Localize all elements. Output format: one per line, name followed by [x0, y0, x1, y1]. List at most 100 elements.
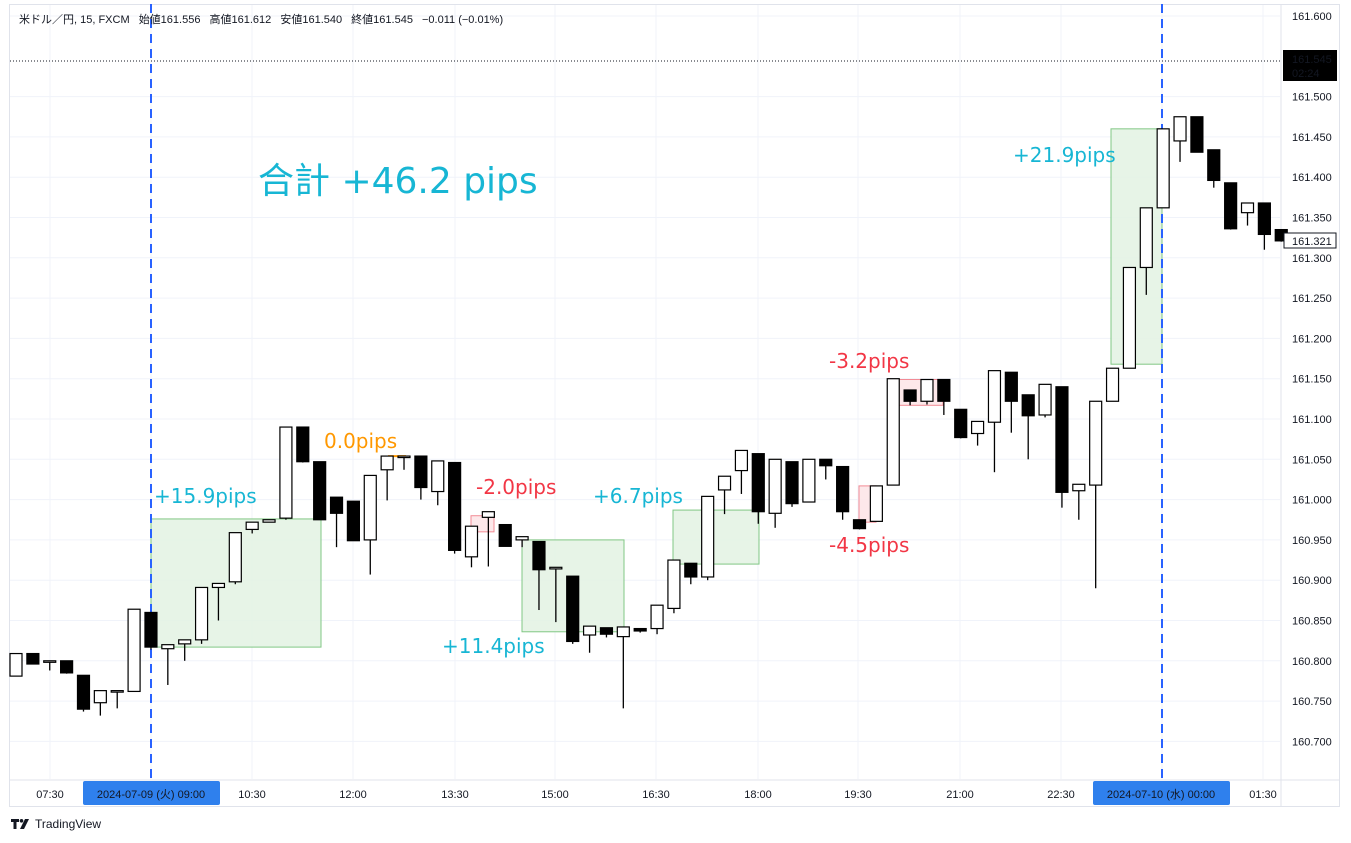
candle-bearish[interactable] — [751, 453, 765, 513]
candle-bearish[interactable] — [498, 523, 512, 547]
candle-bullish[interactable] — [1089, 400, 1103, 486]
price-axis-tick: 160.950 — [1292, 535, 1332, 547]
candle-bullish[interactable] — [802, 458, 816, 503]
candle-bullish[interactable] — [211, 582, 226, 589]
candle-bearish[interactable] — [448, 461, 462, 551]
profit-trade-box[interactable] — [1110, 128, 1163, 365]
candle-bearish[interactable] — [937, 378, 951, 402]
candle-bearish[interactable] — [633, 627, 647, 632]
candle-bullish[interactable] — [1072, 483, 1086, 492]
candle-bullish[interactable] — [245, 521, 259, 531]
trade-pips-label[interactable]: +15.9pips — [154, 484, 257, 508]
candle-bullish[interactable] — [869, 485, 883, 522]
candle-bearish[interactable] — [566, 575, 580, 643]
candle-bullish[interactable] — [970, 420, 985, 435]
candle-bearish[interactable] — [1021, 394, 1035, 417]
profit-trade-box[interactable] — [672, 509, 760, 565]
crosshair-price-label: 161.321 — [1292, 236, 1332, 248]
candle-bullish[interactable] — [717, 475, 732, 491]
trade-pips-label[interactable]: -4.5pips — [829, 533, 909, 557]
trade-pips-label[interactable]: -3.2pips — [829, 349, 909, 373]
chart-frame — [9, 4, 1340, 807]
trade-pips-label[interactable]: +6.7pips — [593, 484, 683, 508]
candle-bullish[interactable] — [464, 525, 479, 558]
candle-bearish[interactable] — [684, 562, 698, 578]
candle-bearish[interactable] — [785, 461, 799, 505]
candle-bullish[interactable] — [650, 604, 664, 630]
candle-bullish[interactable] — [178, 639, 192, 645]
candle-bearish[interactable] — [836, 465, 850, 513]
candle-bullish[interactable] — [110, 690, 124, 693]
candle-bullish[interactable] — [1173, 116, 1187, 142]
time-axis-tick: 22:30 — [1047, 789, 1075, 801]
candle-bullish[interactable] — [380, 455, 394, 471]
candle-bullish[interactable] — [768, 458, 782, 514]
candle-bullish[interactable] — [987, 370, 1002, 423]
candle-bearish[interactable] — [26, 652, 40, 665]
candle-bullish[interactable] — [549, 566, 563, 570]
candle-bullish[interactable] — [734, 449, 749, 472]
candle-bullish[interactable] — [582, 625, 597, 636]
candle-bearish[interactable] — [346, 500, 360, 542]
time-axis-tick: 18:00 — [744, 789, 772, 801]
candle-bullish[interactable] — [515, 536, 529, 541]
trade-pips-label[interactable]: -2.0pips — [476, 475, 556, 499]
candle-bearish[interactable] — [819, 458, 833, 467]
time-highlight-badge — [83, 781, 220, 805]
candle-bearish[interactable] — [76, 674, 91, 710]
candle-bearish[interactable] — [1055, 386, 1069, 493]
time-highlight-label: 2024-07-10 (水) 00:00 — [1107, 788, 1215, 801]
total-pips-annotation[interactable]: 合計 +46.2 pips — [258, 161, 538, 202]
trade-pips-label[interactable]: +11.4pips — [442, 634, 545, 658]
candle-bearish[interactable] — [532, 540, 546, 571]
candle-bullish[interactable] — [1122, 266, 1137, 369]
candle-bullish[interactable] — [481, 511, 495, 518]
candle-bullish[interactable] — [127, 608, 141, 693]
candle-bearish[interactable] — [144, 611, 158, 648]
candle-bullish[interactable] — [667, 559, 681, 610]
trade-pips-label[interactable]: +21.9pips — [1013, 143, 1116, 167]
candle-bearish[interactable] — [1207, 149, 1221, 182]
candle-bearish[interactable] — [329, 496, 344, 514]
symbol-name[interactable]: 米ドル／円, 15, FXCM — [19, 14, 130, 26]
candle-bullish[interactable] — [1038, 383, 1052, 416]
candle-bullish[interactable] — [43, 660, 57, 663]
candle-bullish[interactable] — [228, 532, 242, 583]
candle-bearish[interactable] — [60, 660, 74, 674]
candle-bearish[interactable] — [852, 519, 867, 530]
change-value: −0.011 (−0.01%) — [422, 14, 504, 26]
candle-bearish[interactable] — [954, 408, 968, 439]
candle-bearish[interactable] — [313, 461, 327, 521]
time-axis-tick: 10:30 — [238, 789, 266, 801]
candle-bearish[interactable] — [1224, 182, 1238, 230]
candle-bullish[interactable] — [9, 652, 23, 677]
candle-bullish[interactable] — [93, 690, 107, 704]
candle-bullish[interactable] — [194, 586, 209, 641]
candle-bullish[interactable] — [262, 519, 276, 523]
candle-bearish[interactable] — [296, 426, 310, 463]
trade-pips-label[interactable]: 0.0pips — [324, 429, 397, 453]
candle-bullish[interactable] — [161, 644, 175, 650]
candle-bearish[interactable] — [599, 627, 614, 635]
candle-bearish[interactable] — [1004, 371, 1018, 402]
candle-bullish[interactable] — [616, 626, 630, 638]
candle-bullish[interactable] — [886, 378, 900, 486]
crosshair-price-badge — [1283, 232, 1337, 249]
candle-bullish[interactable] — [363, 474, 377, 541]
candle-bullish[interactable] — [701, 495, 715, 578]
candle-bearish[interactable] — [1190, 116, 1204, 153]
candle-bullish[interactable] — [920, 378, 934, 402]
candle-bullish[interactable] — [1105, 367, 1120, 402]
candle-bearish[interactable] — [1257, 202, 1271, 236]
price-axis-tick: 161.100 — [1292, 414, 1332, 426]
candle-bearish[interactable] — [414, 455, 428, 489]
candle-bullish[interactable] — [1156, 128, 1170, 209]
candle-bullish[interactable] — [431, 460, 445, 493]
candle-bullish[interactable] — [1240, 202, 1255, 214]
candle-bullish[interactable] — [1139, 207, 1153, 269]
candle-bearish[interactable] — [903, 389, 917, 402]
candle-bullish[interactable] — [279, 426, 293, 519]
tradingview-branding[interactable]: TradingView — [11, 817, 101, 831]
candle-bullish[interactable] — [397, 455, 411, 459]
